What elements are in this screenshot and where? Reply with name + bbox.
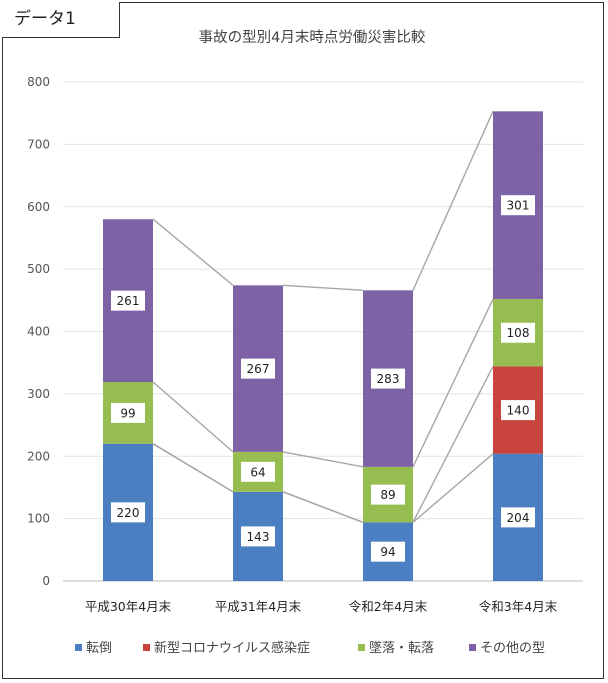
x-tick-label: 令和2年4月末 <box>349 599 428 614</box>
data-label-box <box>371 484 405 505</box>
data-label-box <box>241 526 275 547</box>
legend-label: 新型コロナウイルス感染症 <box>154 640 310 656</box>
data-label-box <box>111 402 145 423</box>
data-label: 140 <box>507 404 530 418</box>
y-tick-label: 600 <box>27 200 50 214</box>
data-label-box <box>501 322 535 343</box>
data-label-box <box>241 461 275 482</box>
series-line <box>282 284 364 292</box>
y-tick-label: 700 <box>27 137 50 151</box>
legend-label: 墜落・転落 <box>369 640 434 656</box>
data-label: 64 <box>250 465 265 479</box>
series-line <box>412 366 494 523</box>
y-tick-label: 0 <box>42 574 50 588</box>
data-label-box <box>501 507 535 528</box>
data-label-box <box>241 358 275 379</box>
data-label-box <box>111 290 145 311</box>
series-line <box>412 298 494 468</box>
series-line <box>152 218 234 286</box>
series-line <box>412 453 494 523</box>
data-label-box <box>501 195 535 216</box>
data-label: 267 <box>247 362 270 376</box>
data-label: 220 <box>117 506 140 520</box>
series-line <box>152 443 234 493</box>
data-label: 89 <box>380 488 395 502</box>
data-label: 204 <box>507 511 530 525</box>
data-label: 301 <box>507 199 530 213</box>
data-label: 143 <box>247 530 270 544</box>
data-label: 99 <box>120 406 135 420</box>
y-tick-label: 100 <box>27 512 50 526</box>
chart-title: 事故の型別4月末時点労働災害比較 <box>199 28 426 46</box>
data-label-box <box>501 400 535 421</box>
data-label: 261 <box>117 294 140 308</box>
legend-label: 転倒 <box>86 641 112 656</box>
series-line <box>282 491 364 524</box>
y-tick-label: 500 <box>27 262 50 276</box>
data-label: 94 <box>380 545 395 559</box>
data-label-box <box>371 368 405 389</box>
y-tick-label: 800 <box>27 75 50 89</box>
legend-swatch <box>469 644 476 651</box>
x-tick-label: 平成31年4月末 <box>215 599 302 614</box>
data-label: 283 <box>377 372 400 386</box>
x-tick-label: 令和3年4月末 <box>479 599 558 614</box>
y-tick-label: 200 <box>27 449 50 463</box>
legend-swatch <box>143 644 150 651</box>
legend-swatch <box>358 644 365 651</box>
legend-label: その他の型 <box>480 641 545 656</box>
data-tag-label: データ1 <box>2 2 120 38</box>
y-tick-label: 400 <box>27 325 50 339</box>
data-label-box <box>371 541 405 562</box>
y-tick-label: 300 <box>27 387 50 401</box>
series-line <box>282 451 364 468</box>
legend-swatch <box>75 644 82 651</box>
series-line <box>152 381 234 453</box>
series-line <box>412 111 494 291</box>
x-tick-label: 平成30年4月末 <box>85 599 172 614</box>
data-label-box <box>111 502 145 523</box>
data-label: 108 <box>507 326 530 340</box>
